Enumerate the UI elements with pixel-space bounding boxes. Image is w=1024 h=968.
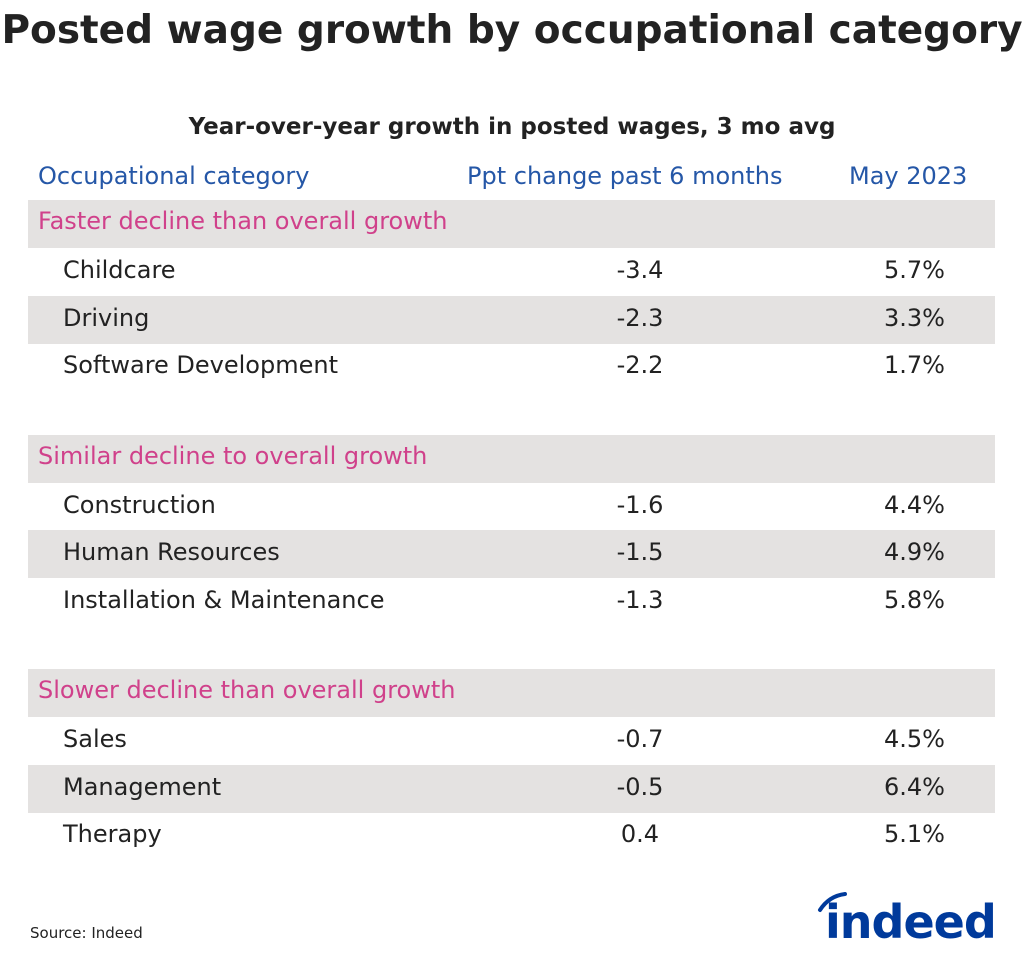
column-header-category: Occupational category [38, 162, 310, 190]
category-cell: Childcare [63, 256, 176, 284]
column-header-may-2023: May 2023 [849, 162, 968, 190]
group-header-row: Faster decline than overall growth [28, 200, 995, 248]
ppt-change-cell: -2.3 [616, 303, 664, 332]
ppt-change-cell: -0.7 [616, 725, 664, 753]
may-2023-cell: 1.7% [884, 351, 945, 379]
category-cell: Software Development [63, 351, 338, 379]
may-2023-cell: 6.4% [884, 772, 945, 801]
table-row: Therapy 0.4 5.1% [28, 812, 995, 860]
may-2023-cell: 3.3% [884, 303, 945, 332]
group-header-row: Similar decline to overall growth [28, 434, 995, 483]
table-row: Human Resources -1.5 4.9% [28, 530, 995, 578]
ppt-change-cell: -0.5 [616, 772, 664, 801]
group-header-row: Slower decline than overall growth [28, 669, 995, 717]
source-note: Source: Indeed [30, 924, 143, 942]
ppt-change-cell: -2.2 [616, 351, 664, 379]
group-label: Slower decline than overall growth [38, 676, 456, 704]
table-row: Installation & Maintenance -1.3 5.8% [28, 578, 995, 626]
may-2023-cell: 4.9% [884, 538, 945, 566]
ppt-change-cell: 0.4 [620, 820, 660, 848]
category-cell: Construction [63, 490, 216, 519]
category-cell: Management [63, 772, 222, 801]
ppt-change-cell: -1.5 [616, 538, 664, 566]
category-cell: Sales [63, 725, 127, 753]
may-2023-cell: 4.5% [884, 725, 945, 753]
chart-title: Posted wage growth by occupational categ… [1, 8, 1023, 53]
may-2023-cell: 4.4% [884, 490, 945, 519]
column-header-ppt-change: Ppt change past 6 months [467, 162, 783, 190]
category-cell: Driving [63, 303, 150, 332]
table-row: Sales -0.7 4.5% [28, 717, 995, 765]
ppt-change-cell: -1.3 [616, 585, 664, 614]
may-2023-cell: 5.7% [884, 256, 945, 284]
category-cell: Human Resources [63, 538, 280, 566]
svg-text:indeed: indeed [825, 895, 995, 948]
chart-subtitle: Year-over-year growth in posted wages, 3… [188, 114, 836, 140]
table-row: Management -0.5 6.4% [28, 764, 995, 813]
may-2023-cell: 5.1% [884, 820, 945, 848]
category-cell: Installation & Maintenance [63, 585, 385, 614]
table-row: Childcare -3.4 5.7% [28, 248, 995, 296]
table-row: Software Development -2.2 1.7% [28, 343, 995, 391]
table-row: Driving -2.3 3.3% [28, 295, 995, 344]
ppt-change-cell: -1.6 [616, 490, 664, 519]
indeed-logo: indeed [815, 888, 997, 952]
group-label: Faster decline than overall growth [38, 207, 448, 235]
ppt-change-cell: -3.4 [616, 256, 664, 284]
table-row: Construction -1.6 4.4% [28, 483, 995, 531]
category-cell: Therapy [63, 820, 162, 848]
may-2023-cell: 5.8% [884, 585, 945, 614]
group-label: Similar decline to overall growth [38, 441, 428, 470]
